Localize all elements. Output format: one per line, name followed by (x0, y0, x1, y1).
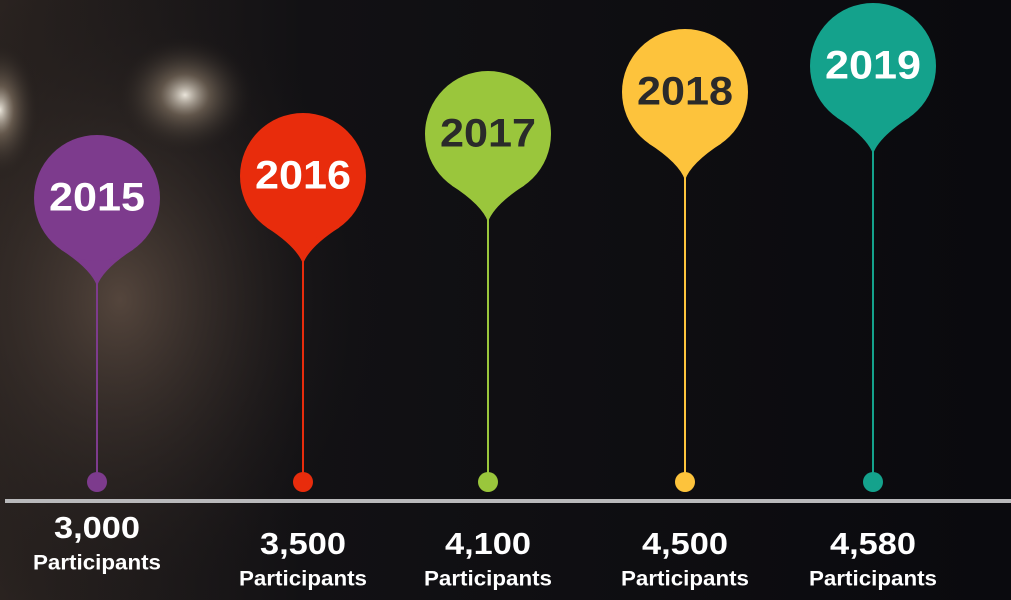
pin-base (863, 472, 883, 492)
participant-unit: Participants (809, 568, 937, 591)
pin-head (240, 113, 366, 239)
pin-head (622, 29, 748, 155)
pin-year: 2019 (825, 44, 921, 88)
participant-count: 4,100 (445, 526, 531, 561)
pin-year: 2015 (49, 176, 145, 220)
pin-base (675, 472, 695, 492)
pin-year: 2017 (440, 112, 536, 156)
pin-balloon (836, 117, 910, 154)
participant-count: 3,500 (260, 526, 346, 561)
participant-count: 4,500 (642, 526, 728, 561)
participant-unit: Participants (239, 568, 367, 591)
pin-balloon (648, 143, 722, 180)
pin-balloon (451, 185, 525, 222)
timeline-axis (5, 499, 1011, 503)
pin-year: 2016 (255, 154, 351, 198)
participant-unit: Participants (621, 568, 749, 591)
participant-unit: Participants (33, 552, 161, 575)
pin-base (478, 472, 498, 492)
pin-base (293, 472, 313, 492)
pin-head (425, 71, 551, 197)
pin-head (810, 3, 936, 129)
pin-balloon (266, 227, 340, 264)
pin-year: 2018 (637, 70, 733, 114)
participant-unit: Participants (424, 568, 552, 591)
participant-count: 4,580 (830, 526, 916, 561)
pin-head (34, 135, 160, 261)
participant-count: 3,000 (54, 510, 140, 545)
background-light (115, 35, 255, 155)
pin-base (87, 472, 107, 492)
pin-balloon (60, 249, 134, 286)
background-light (0, 40, 40, 180)
